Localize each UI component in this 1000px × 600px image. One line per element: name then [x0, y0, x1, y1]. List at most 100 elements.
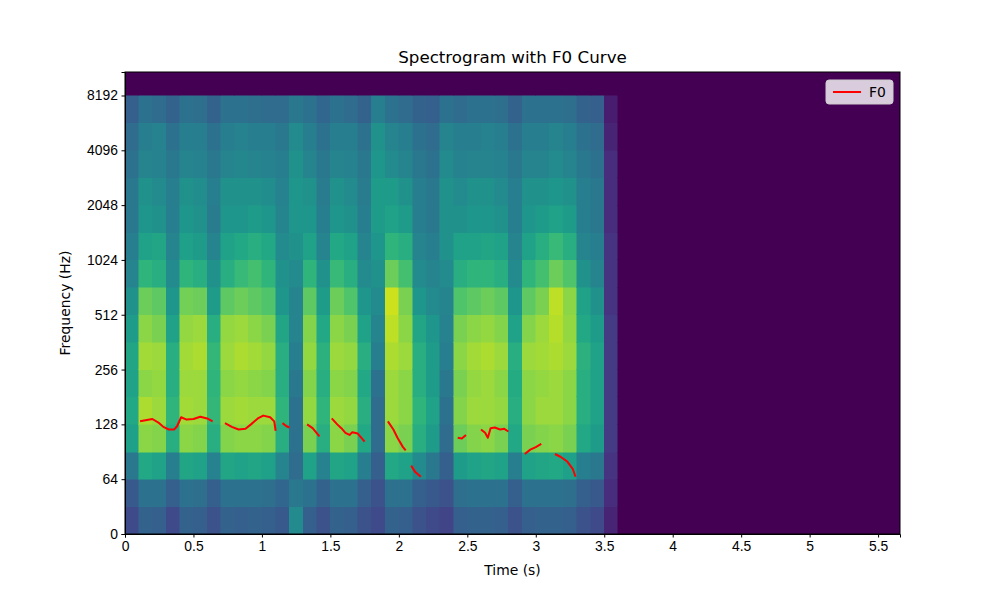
heat-cell	[358, 370, 372, 397]
heat-cell	[276, 205, 290, 232]
heat-cell	[317, 507, 331, 534]
heat-cell	[618, 452, 900, 479]
heat-cell	[358, 260, 372, 287]
heat-cell	[317, 397, 331, 424]
x-tick-label: 5	[806, 538, 814, 554]
heat-cell	[193, 123, 207, 150]
heat-cell	[248, 315, 262, 342]
heat-cell	[577, 178, 591, 205]
heat-cell	[385, 370, 399, 397]
heat-cell	[604, 479, 618, 506]
heat-cell	[317, 452, 331, 479]
heat-cell	[563, 178, 577, 205]
heat-cell	[591, 342, 605, 369]
heat-cell	[549, 424, 563, 452]
heat-cell	[454, 233, 468, 260]
y-tick: 8192	[87, 87, 125, 103]
heat-cell	[385, 150, 399, 177]
heat-cell	[358, 72, 372, 95]
heat-cell	[495, 150, 509, 177]
heat-cell	[276, 424, 290, 452]
x-tick-label: 0.5	[184, 538, 204, 554]
heat-cell	[467, 452, 481, 479]
heat-cell	[549, 95, 563, 122]
heat-cell	[495, 123, 509, 150]
heat-cell	[522, 370, 536, 397]
heat-cell	[180, 507, 194, 534]
heat-cell	[591, 479, 605, 506]
x-tick: 1	[259, 534, 267, 554]
heat-cell	[481, 397, 495, 424]
heat-cell	[413, 260, 427, 287]
heat-cell	[522, 260, 536, 287]
heat-cell	[344, 150, 358, 177]
heat-cell	[139, 424, 153, 452]
heat-cell	[276, 452, 290, 479]
heat-cell	[385, 205, 399, 232]
heat-cell	[413, 95, 427, 122]
x-tick: 3	[532, 534, 540, 554]
heat-cell	[508, 178, 522, 205]
heat-cell	[413, 424, 427, 452]
legend-box	[826, 80, 893, 104]
heat-cell	[303, 95, 317, 122]
heat-cell	[289, 424, 303, 452]
y-tick: 4096	[87, 142, 125, 158]
heat-cell	[591, 260, 605, 287]
heat-cell	[166, 342, 180, 369]
heat-cell	[166, 123, 180, 150]
heat-cell	[413, 205, 427, 232]
heat-cell	[207, 205, 221, 232]
heat-cell	[221, 260, 235, 287]
heat-cell	[371, 479, 385, 506]
heat-cell	[549, 342, 563, 369]
heat-cell	[289, 150, 303, 177]
heat-cell	[125, 260, 139, 287]
heat-cell	[139, 260, 153, 287]
heat-cell	[522, 205, 536, 232]
heat-cell	[563, 233, 577, 260]
heat-cell	[235, 397, 249, 424]
heat-cell	[262, 452, 276, 479]
heat-cell	[303, 123, 317, 150]
heat-cell	[591, 315, 605, 342]
heat-cell	[289, 287, 303, 314]
heat-cell	[371, 507, 385, 534]
y-tick: 512	[95, 307, 125, 323]
heat-cell	[577, 507, 591, 534]
heat-cell	[180, 260, 194, 287]
heat-cell	[330, 205, 344, 232]
heat-cell	[467, 123, 481, 150]
y-tick: 64	[103, 471, 125, 487]
heat-cell	[152, 315, 166, 342]
heat-cell	[235, 205, 249, 232]
heat-cell	[371, 95, 385, 122]
heat-cell	[563, 507, 577, 534]
heat-cell	[330, 95, 344, 122]
heat-cell	[248, 150, 262, 177]
heat-cell	[207, 507, 221, 534]
heat-cell	[166, 479, 180, 506]
heat-cell	[371, 452, 385, 479]
heat-cell	[399, 370, 413, 397]
plot-frame	[125, 72, 900, 534]
heat-cell	[180, 424, 194, 452]
heat-cell	[317, 233, 331, 260]
heat-cell	[317, 424, 331, 452]
heat-cell	[262, 342, 276, 369]
heat-cell	[618, 479, 900, 506]
heat-cell	[454, 342, 468, 369]
heat-cell	[508, 479, 522, 506]
heat-cell	[399, 123, 413, 150]
heat-cell	[317, 205, 331, 232]
heat-cell	[180, 287, 194, 314]
heat-cell	[193, 370, 207, 397]
heat-cell	[235, 95, 249, 122]
heat-cell	[330, 507, 344, 534]
heat-cell	[344, 397, 358, 424]
heat-cell	[385, 315, 399, 342]
heat-cell	[193, 260, 207, 287]
heat-cell	[618, 507, 900, 534]
heat-cell	[426, 178, 440, 205]
heat-cell	[481, 123, 495, 150]
